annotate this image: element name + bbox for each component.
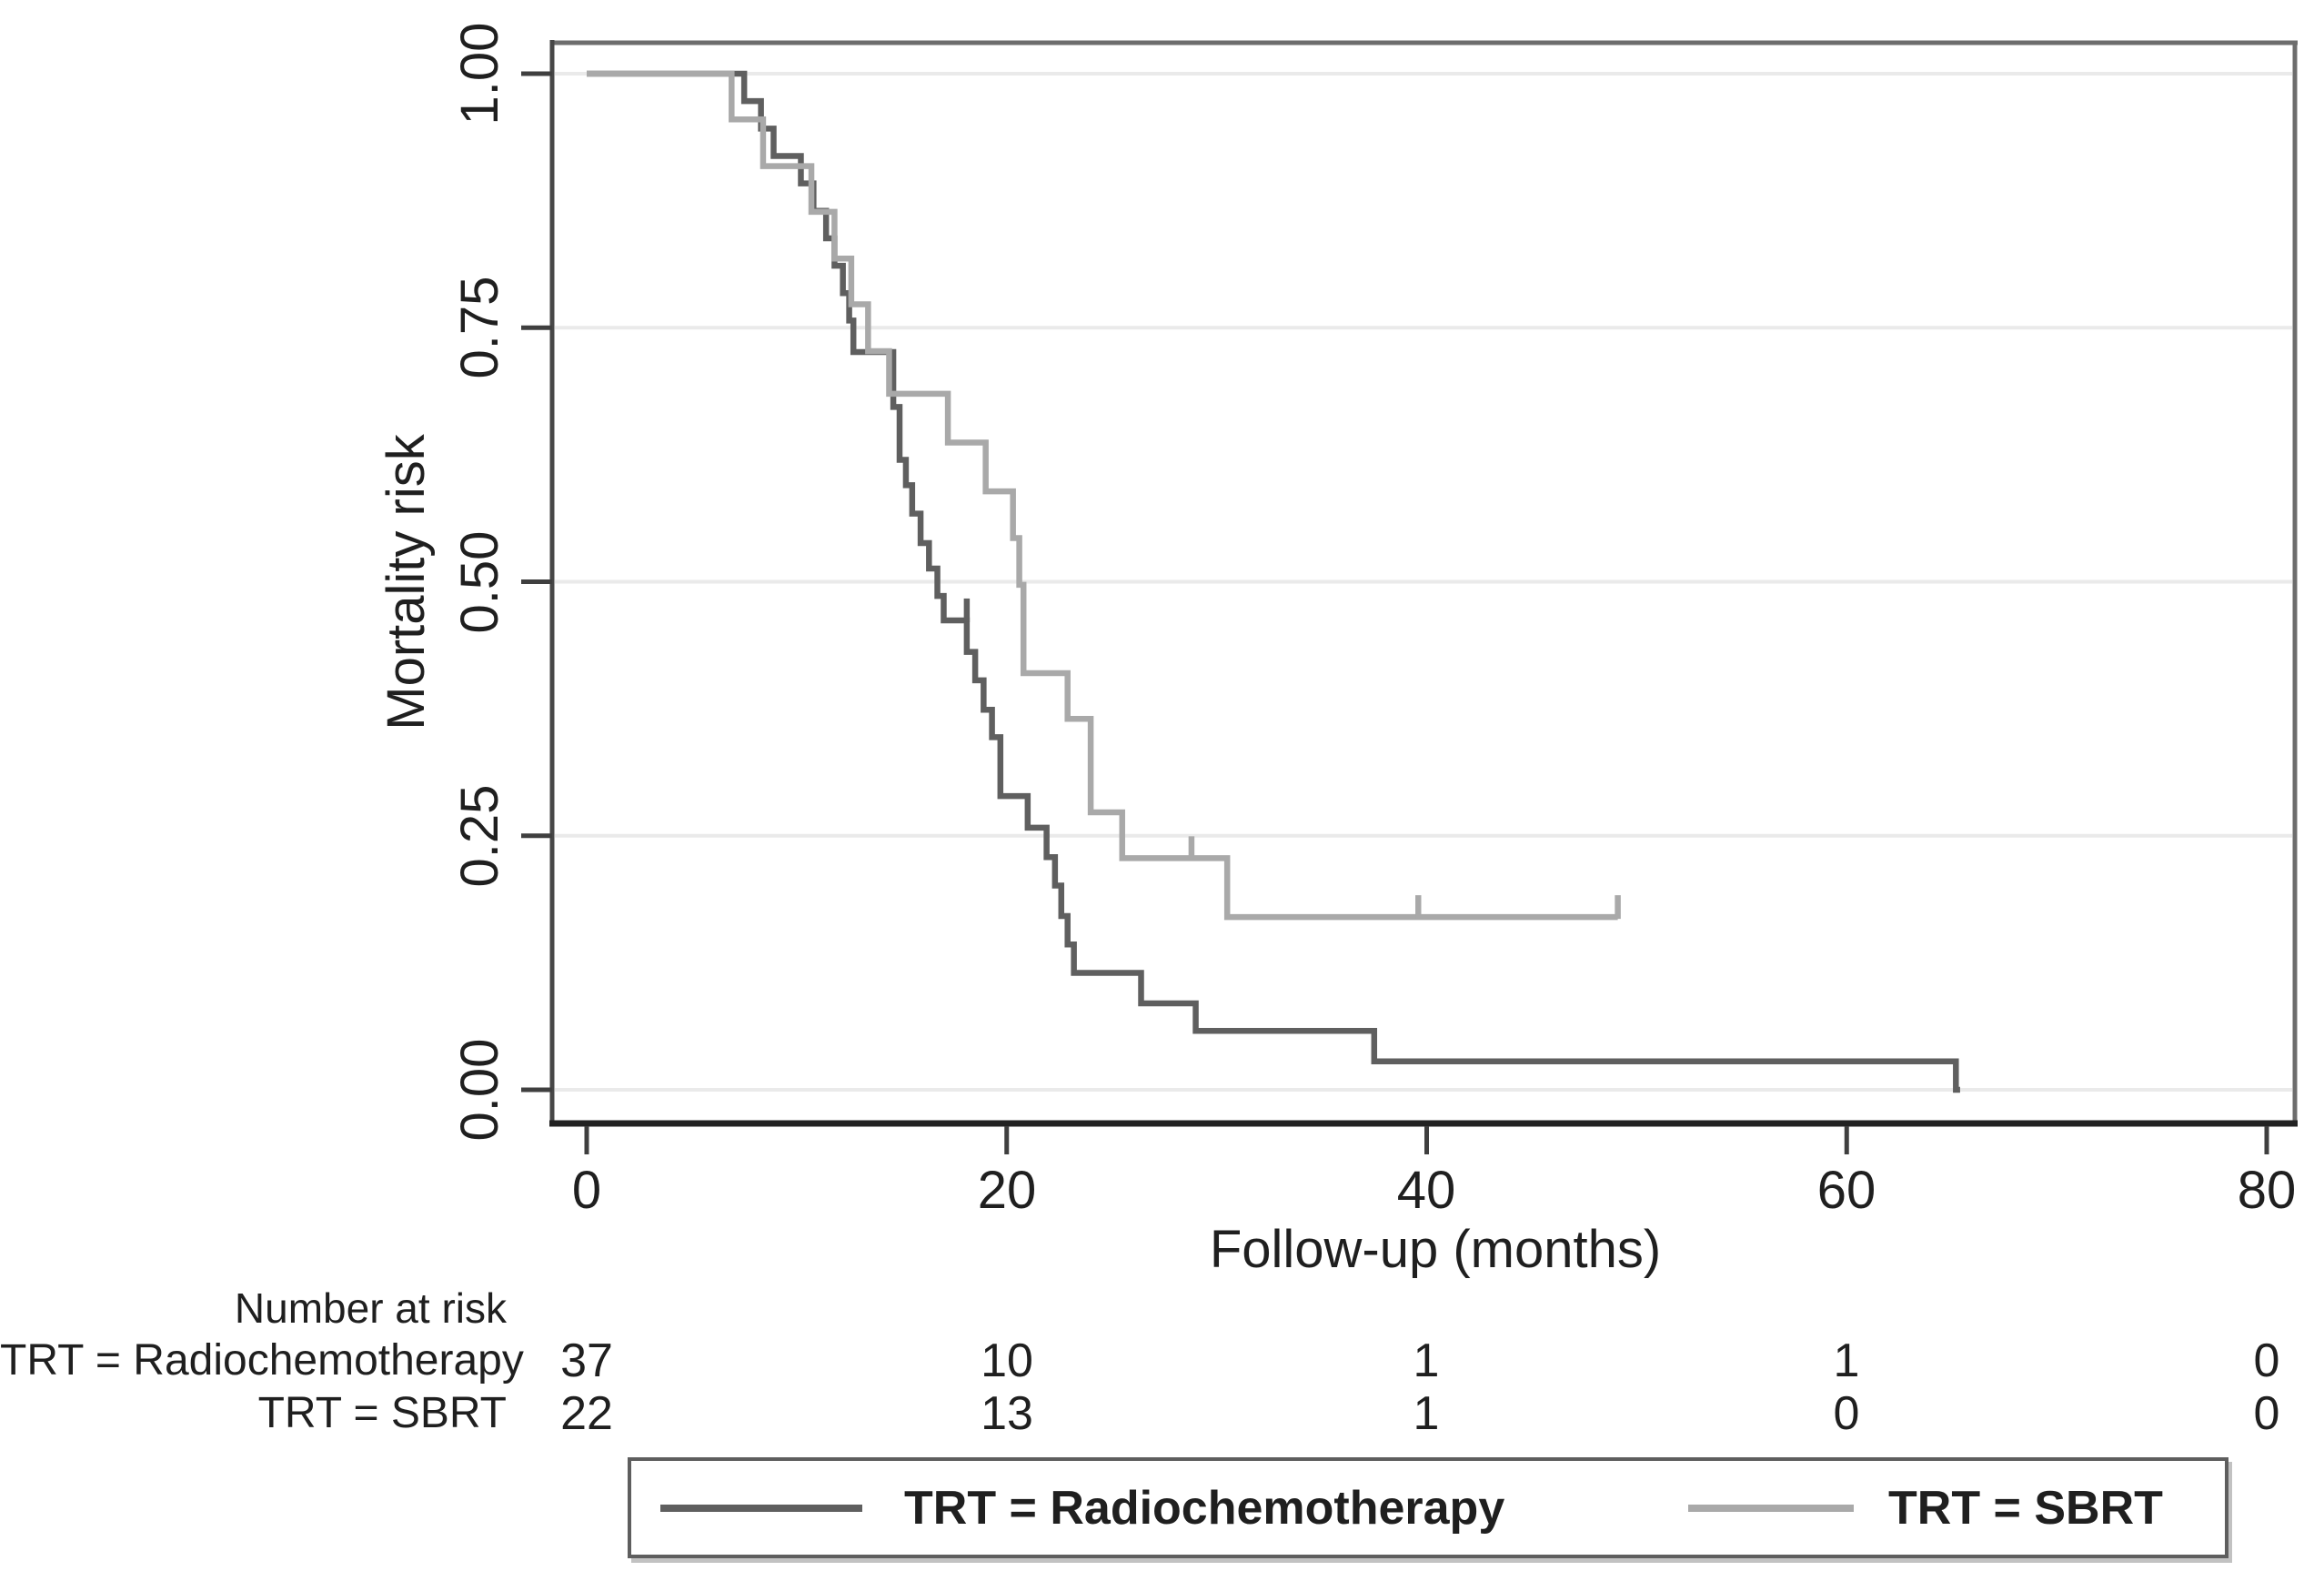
legend-line-sample-sbrt (1688, 1504, 1854, 1512)
risk-value: 1 (1413, 1334, 1440, 1387)
risk-value: 13 (981, 1387, 1033, 1440)
x-tick-label-0: 0 (571, 1161, 602, 1220)
y-tick-label-0.50: 0.50 (450, 530, 509, 634)
legend-line-sample-radiochemotherapy (660, 1504, 862, 1512)
risk-row-label-radiochemotherapy: TRT = Radiochemotherapy (0, 1336, 524, 1385)
x-axis-title: Follow-up (months) (1209, 1220, 1662, 1279)
legend: TRT = Radiochemotherapy TRT = SBRT (628, 1457, 2228, 1558)
risk-value: 1 (1413, 1387, 1440, 1440)
y-axis-title: Mortality risk (377, 434, 436, 730)
x-tick-label-20: 20 (977, 1161, 1037, 1220)
x-tick-label-40: 40 (1396, 1161, 1456, 1220)
risk-table-title: Number at risk (234, 1284, 507, 1332)
y-tick-label-0.75: 0.75 (450, 276, 509, 379)
risk-value: 1 (1833, 1334, 1860, 1387)
legend-label-radiochemotherapy: TRT = Radiochemotherapy (904, 1481, 1505, 1535)
risk-value: 10 (981, 1334, 1033, 1387)
x-tick-label-80: 80 (2237, 1161, 2297, 1220)
risk-value: 0 (1833, 1387, 1860, 1440)
risk-value: 0 (2253, 1334, 2280, 1387)
legend-label-sbrt: TRT = SBRT (1888, 1481, 2163, 1535)
risk-value: 0 (2253, 1387, 2280, 1440)
y-tick-label-0.25: 0.25 (450, 784, 509, 888)
risk-value: 37 (560, 1334, 613, 1387)
y-tick-label-1.00: 1.00 (450, 22, 509, 126)
x-tick-label-60: 60 (1816, 1161, 1876, 1220)
y-tick-label-0.00: 0.00 (450, 1038, 509, 1142)
risk-value: 22 (560, 1387, 613, 1440)
risk-row-label-sbrt: TRT = SBRT (257, 1389, 507, 1437)
